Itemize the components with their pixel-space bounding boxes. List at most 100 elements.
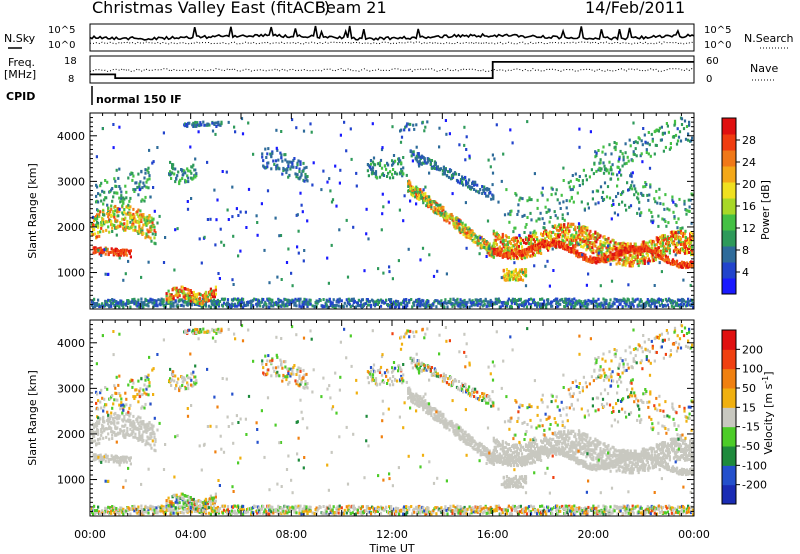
power-cell [366,303,369,307]
power-cell [408,300,411,304]
power-cell [286,304,289,308]
power-cell [100,199,103,203]
power-cell [587,272,590,276]
power-cell [93,297,96,301]
power-cell [541,193,544,197]
power-cell [578,184,581,187]
power-cell [371,160,375,164]
power-cell [386,175,389,178]
power-cell [189,289,192,292]
power-cell [592,233,595,236]
power-cell [443,212,446,216]
power-cell [612,172,615,176]
power-cell [640,243,643,247]
power-cell [655,189,658,193]
power-cell [127,203,130,207]
power-cell [296,245,299,249]
power-cell [657,214,660,218]
power-cell [530,249,534,253]
power-cell [571,187,574,191]
power-cell [444,119,447,122]
power-cell [653,197,656,201]
power-cell [402,156,405,159]
power-cell [285,171,288,175]
power-cell [101,127,104,131]
power-cell [506,243,509,247]
power-cell [288,160,291,164]
power-cell [367,174,370,178]
power-cell [223,297,227,301]
power-cell [186,302,189,306]
power-cell [600,251,603,255]
power-cell [286,168,289,172]
power-cell [536,236,539,240]
power-cell [575,232,578,236]
power-cell [237,214,240,217]
power-cell [533,240,537,243]
power-cell [613,302,616,306]
power-cell [156,221,159,225]
power-cell [397,259,400,263]
power-cell [266,152,269,156]
power-cell [527,302,531,306]
power-cell [620,193,623,196]
power-cell [377,301,381,304]
power-cell [206,218,209,221]
power-cell [663,131,666,135]
power-cell [512,230,515,234]
power-cell [562,179,565,182]
power-cell [607,171,611,175]
power-cell [651,139,654,143]
power-cell [103,198,106,202]
power-cell [648,193,651,197]
power-cell [487,194,490,198]
power-cell [269,298,272,302]
power-cell [453,221,456,225]
power-cell [664,220,667,223]
power-cell [245,226,248,229]
power-cell [204,303,207,307]
power-cell [685,303,689,307]
power-cell [482,299,485,303]
power-cell [542,238,545,242]
power-cell [142,232,145,236]
power-cell [330,200,334,204]
power-cell [317,299,320,303]
power-cell [96,213,99,217]
power-cell [299,191,302,195]
power-cell [190,171,193,175]
power-cell [136,304,139,308]
power-cell [104,252,107,256]
power-cell [295,175,298,179]
power-cell [507,212,510,216]
power-cell [550,234,553,238]
power-cell [591,241,594,245]
power-cell [428,253,431,257]
power-cell [498,299,501,303]
power-cell [232,234,235,238]
power-cell [550,193,553,197]
power-cell [348,299,351,303]
power-cell [233,125,236,129]
power-cell [129,255,132,259]
power-cell [141,186,144,190]
power-cell [381,212,384,216]
power-cell [612,239,615,243]
power-cell [625,300,628,304]
power-cell [501,235,504,239]
power-cell [291,162,294,166]
power-cell [334,164,337,168]
power-cell [381,146,384,150]
power-cell [620,299,623,302]
power-cell [538,242,541,246]
power-cell [601,246,604,249]
power-cell [280,130,283,133]
power-cell [470,302,473,306]
power-cell [581,229,584,233]
power-cell [427,198,430,202]
power-cell [402,172,405,176]
power-cell [634,187,637,191]
power-cell [266,165,269,169]
power-cell [92,299,95,303]
power-cell [573,235,576,239]
